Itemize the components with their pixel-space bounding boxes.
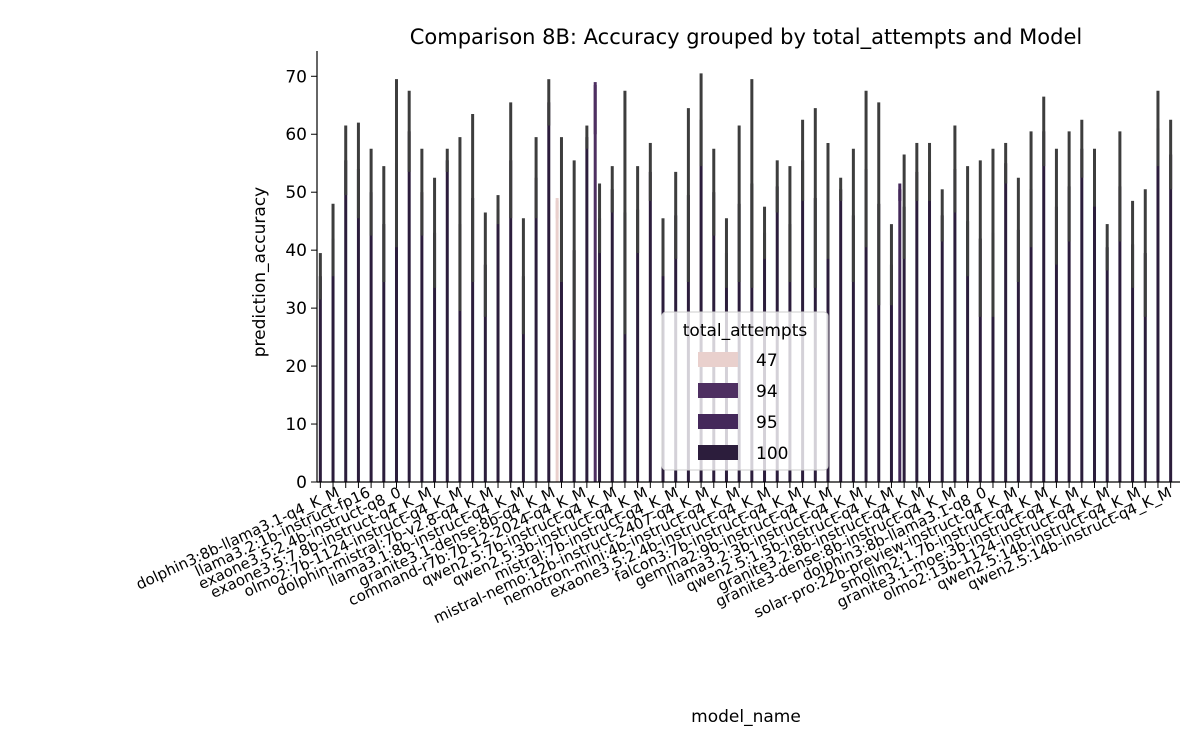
bar [864,169,868,483]
legend-title: total_attempts [683,321,808,341]
bar [1080,148,1084,483]
bar [1156,128,1160,482]
bar [877,203,881,483]
bar [610,189,614,482]
bar [369,192,373,482]
bar [1118,186,1122,483]
legend-label: 100 [756,444,788,464]
x-axis-label: model_name [691,707,801,727]
bar [318,276,322,482]
bar [559,209,563,482]
legend-swatch [698,414,738,429]
bar [534,177,538,482]
bar [1143,253,1147,482]
bar [598,218,602,483]
y-tick-label: 10 [285,415,307,435]
bar [889,264,893,482]
bar [585,137,589,482]
legend-label: 95 [756,413,778,433]
bar [953,169,957,483]
y-axis-label: prediction_accuracy [250,187,270,358]
bar [1093,177,1097,482]
bar [445,160,449,482]
bar [331,238,335,482]
bar [1042,131,1046,483]
bar [483,264,487,482]
legend-label: 47 [756,351,778,371]
bar [966,221,970,483]
bar [496,209,500,482]
bar [509,160,513,482]
bar [407,131,411,483]
bar [1169,154,1173,482]
bar [1016,229,1020,482]
legend-swatch [698,352,738,367]
bar [898,189,902,482]
bar [572,250,576,482]
bar [593,84,597,483]
bar [547,102,551,483]
bar [636,209,640,482]
bar [928,171,932,482]
bar [471,198,475,482]
bar [356,169,360,483]
y-tick-label: 30 [285,299,307,319]
bar [699,119,703,483]
bar [1105,247,1109,482]
bar [978,238,982,482]
bar [623,212,627,482]
bar [382,224,386,482]
bar [1067,186,1071,483]
bar [648,171,652,482]
y-tick-label: 40 [285,241,307,261]
bar [839,189,843,482]
bar [394,163,398,482]
bar [521,276,525,482]
bar [1029,189,1033,482]
y-tick-label: 60 [285,125,307,145]
bar [433,232,437,482]
legend-box [661,311,829,471]
bar [458,224,462,482]
bar [1054,206,1058,482]
bar [344,160,348,482]
bar [991,232,995,482]
bar [1131,244,1135,482]
axes-layer: 010203040506070dolphin3:8b-llama3.1-q4_K… [133,51,1180,628]
bar [555,200,559,483]
y-tick-label: 20 [285,357,307,377]
bar [915,171,919,482]
legend-swatch [698,445,738,460]
errorbars-layer [318,73,1173,340]
bar [902,206,906,482]
y-tick-label: 0 [296,473,307,493]
bar [1004,163,1008,482]
bar [851,215,855,482]
bar [940,215,944,482]
bar [420,192,424,482]
chart-title: Comparison 8B: Accuracy grouped by total… [410,25,1082,50]
legend-label: 94 [756,382,778,402]
legend: total_attempts 47 94 95 100 [661,311,829,471]
legend-swatch [698,383,738,398]
y-tick-label: 50 [285,183,307,203]
y-tick-label: 70 [285,67,307,87]
